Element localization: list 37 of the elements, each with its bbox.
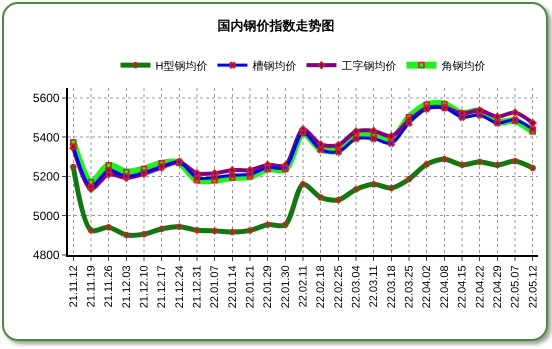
x-tick-label: 22.02.18 <box>315 265 328 308</box>
x-tick-label: 22.04.29 <box>492 265 504 308</box>
x-tick-label: 22.04.15 <box>456 265 469 308</box>
x-tick-label: 22.04.22 <box>474 265 486 308</box>
x-tick-label: 21.12.10 <box>138 265 151 308</box>
x-tick-label: 22.01.30 <box>280 265 292 308</box>
x-tick-label: 22.03.18 <box>386 265 398 308</box>
legend-label: 角钢均价 <box>441 60 486 72</box>
x-tick-label: 22.01.29 <box>262 265 274 308</box>
x-tick-label: 22.04.02 <box>421 265 434 308</box>
x-tick-label: 21.12.03 <box>120 265 133 308</box>
x-tick-label: 21.12.17 <box>156 265 168 308</box>
x-tick-label: 21.11.19 <box>86 265 98 308</box>
legend-label: 槽钢均价 <box>252 60 296 72</box>
legend-label: H型钢均价 <box>156 60 208 72</box>
x-tick-label: 22.04.08 <box>438 265 451 308</box>
x-tick-label: 21.12.31 <box>192 265 204 308</box>
x-tick-label: 22.01.21 <box>244 265 257 308</box>
x-tick-label: 22.05.12 <box>527 265 540 308</box>
y-tick-label: 4800 <box>32 248 60 262</box>
y-tick-label: 5600 <box>32 91 60 106</box>
x-tick-label: 22.01.14 <box>226 265 239 308</box>
x-tick-label: 22.03.04 <box>350 265 363 308</box>
y-tick-label: 5000 <box>32 208 60 223</box>
x-tick-label: 22.02.25 <box>332 265 345 308</box>
chart-title: 国内钢价指数走势图 <box>218 18 334 34</box>
y-tick-label: 5200 <box>32 170 60 184</box>
legend-label: 工字钢均价 <box>341 59 396 72</box>
x-tick-label: 22.03.25 <box>404 265 416 308</box>
x-tick-label: 21.11.26 <box>103 265 116 308</box>
x-tick-label: 22.02.11 <box>298 265 310 308</box>
x-tick-label: 21.11.12 <box>68 265 80 308</box>
x-tick-label: 22.05.07 <box>510 265 522 308</box>
x-tick-label: 22.01.07 <box>209 265 222 308</box>
y-tick-label: 5400 <box>32 130 60 144</box>
x-tick-label: 21.12.24 <box>174 265 186 308</box>
x-tick-label: 22.03.11 <box>368 265 380 308</box>
